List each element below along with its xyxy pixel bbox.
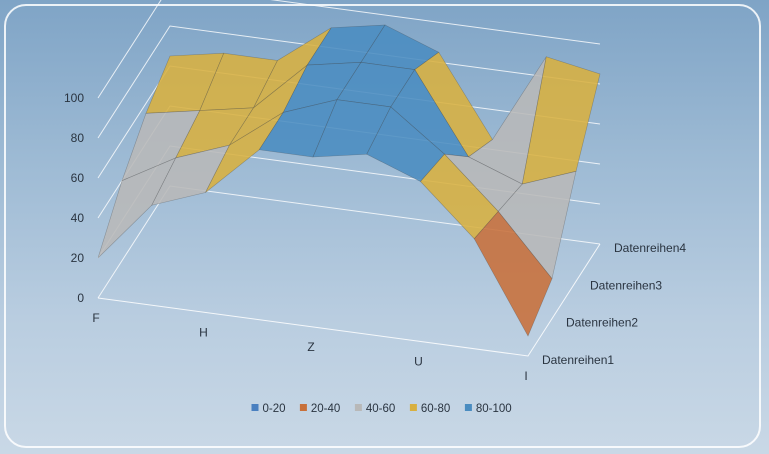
legend-swatch [299,404,307,411]
legend-label: 40-60 [366,403,395,415]
floor-edge [97,243,601,357]
x-tick-label: H [199,326,208,340]
series-tick-label: Datenreihen4 [614,241,686,255]
legend-label: 20-40 [311,403,340,415]
x-tick-label: Z [307,340,314,354]
z-tick-label: 40 [71,211,85,225]
z-tick-label: 80 [71,131,85,145]
series-tick-label: Datenreihen2 [566,316,638,330]
z-tick-label: 60 [71,171,85,185]
series-tick-label: Datenreihen3 [590,278,662,292]
x-tick-label: U [414,355,423,369]
legend-label: 80-100 [476,403,512,415]
chart-legend: 0-20 20-40 40-60 60-80 80-100 [251,403,512,415]
z-tick-label: 20 [71,251,85,265]
slide-frame [4,4,761,448]
z-tick-label: 0 [77,291,84,305]
legend-label: 60-80 [421,403,450,415]
series-tick-label: Datenreihen1 [542,353,614,367]
legend-label: 0-20 [263,403,286,415]
chart-axes: 0 20 40 60 80 100 F H Z U I Datenreihen1 Datenreihen… [64,91,686,383]
gridline [97,0,601,99]
z-tick-label: 100 [64,91,84,105]
legend-swatch [464,404,472,411]
surface-cell [521,56,601,185]
x-tick-label: I [524,369,527,383]
chart-surface [97,24,601,337]
surface-cell [473,210,553,337]
legend-swatch [354,404,362,411]
gridline [97,25,601,139]
x-tick-label: F [92,311,99,325]
legend-swatch [409,404,417,411]
legend-swatch [251,404,259,411]
